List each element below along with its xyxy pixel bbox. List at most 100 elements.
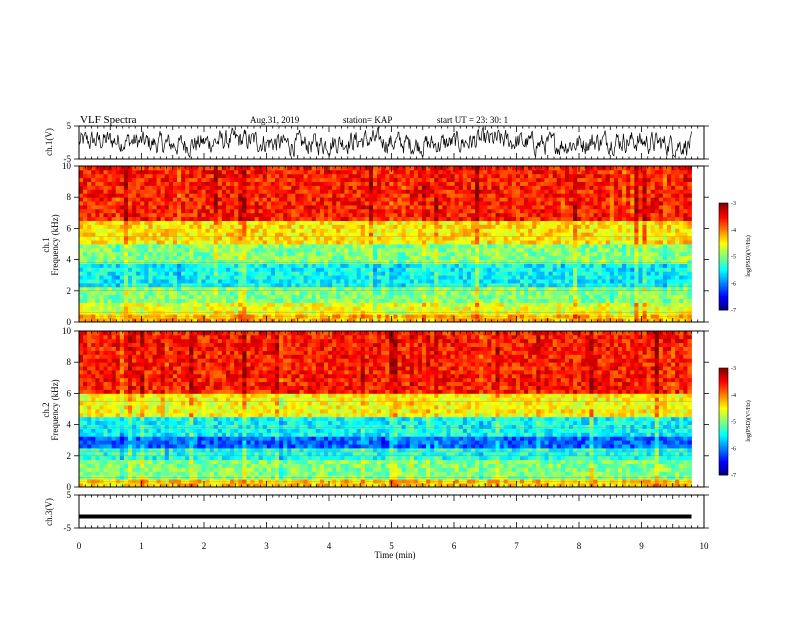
spectrogram-cell [512,193,516,197]
spectrogram-cell [226,271,230,275]
spectrogram-cell [320,299,324,303]
spectrogram-cell [308,170,312,174]
spectrogram-cell [214,291,218,295]
spectrogram-cell [79,170,83,174]
spectrogram-cell [422,170,426,174]
spectrogram-cell [279,186,283,190]
spectrogram-cell [251,189,255,193]
spectrogram-cell [373,279,377,283]
spectrogram-cell [136,283,140,287]
spectrogram-cell [389,303,393,307]
spectrogram-cell [442,166,446,170]
spectrogram-cell [459,186,463,190]
spectrogram-cell [524,256,528,260]
spectrogram-cell [99,213,103,217]
spectrogram-cell [332,256,336,260]
spectrogram-cell [275,244,279,248]
spectrogram-cell [447,217,451,221]
spectrogram-cell [430,182,434,186]
spectrogram-cell [414,225,418,229]
spectrogram-cell [320,178,324,182]
spectrogram-cell [475,240,479,244]
spectrogram-cell [148,209,152,213]
spectrogram-cell [189,275,193,279]
spectrogram-cell [340,221,344,225]
spectrogram-cell [357,217,361,221]
spectrogram-cell [283,178,287,182]
spectrogram-cell [426,228,430,232]
spectrogram-cell [357,213,361,217]
spectrogram-cell [222,236,226,240]
spectrogram-cell [557,182,561,186]
spectrogram-cell [128,213,132,217]
spectrogram-cell [161,225,165,229]
spectrogram-cell [112,228,116,232]
spectrogram-cell [447,193,451,197]
spectrogram-cell [471,170,475,174]
spectrogram-cell [177,174,181,178]
spectrogram-cell [532,174,536,178]
spectrogram-cell [108,283,112,287]
spectrogram-cell [181,182,185,186]
spectrogram-cell [99,275,103,279]
spectrogram-cell [116,279,120,283]
spectrogram-cell [496,174,500,178]
spectrogram-cell [291,178,295,182]
spectrogram-cell [496,182,500,186]
spectrogram-cell [328,189,332,193]
spectrogram-cell [520,225,524,229]
spectrogram-cell [197,244,201,248]
spectrogram-cell [104,221,108,225]
spectrogram-cell [344,217,348,221]
spectrogram-cell [218,240,222,244]
spectrogram-cell [545,240,549,244]
spectrogram-cell [197,205,201,209]
spectrogram-cell [124,182,128,186]
spectrogram-cell [422,178,426,182]
spectrogram-cell [398,201,402,205]
spectrogram-cell [369,186,373,190]
spectrogram-cell [455,267,459,271]
spectrogram-cell [532,170,536,174]
spectrogram-cell [524,275,528,279]
spectrogram-cell [95,252,99,256]
spectrogram-cell [157,236,161,240]
spectrogram-cell [528,256,532,260]
spectrogram-cell [308,213,312,217]
spectrogram-cell [349,267,353,271]
spectrogram-cell [504,221,508,225]
spectrogram-cell [181,275,185,279]
spectrogram-cell [316,240,320,244]
spectrogram-cell [79,244,83,248]
spectrogram-cell [124,248,128,252]
spectrogram-cell [324,166,328,170]
spectrogram-cell [553,197,557,201]
spectrogram-cell [414,240,418,244]
spectrogram-cell [124,275,128,279]
spectrogram-cell [324,182,328,186]
spectrogram-cell [291,213,295,217]
spectrogram-cell [561,264,565,268]
spectrogram-cell [128,225,132,229]
spectrogram-cell [496,197,500,201]
spectrogram-cell [455,303,459,307]
spectrogram-cell [475,221,479,225]
spectrogram-cell [120,279,124,283]
spectrogram-cell [467,260,471,264]
spectrogram-cell [308,279,312,283]
spectrogram-cell [406,170,410,174]
spectrogram-cell [267,221,271,225]
spectrogram-cell [165,244,169,248]
spectrogram-cell [140,264,144,268]
spectrogram-cell [438,267,442,271]
spectrogram-cell [91,291,95,295]
spectrogram-cell [210,236,214,240]
spectrogram-cell [291,225,295,229]
spectrogram-cell [451,299,455,303]
spectrogram-cell [496,228,500,232]
spectrogram-cell [128,217,132,221]
spectrogram-cell [165,189,169,193]
spectrogram-cell [434,271,438,275]
spectrogram-cell [349,275,353,279]
spectrogram-cell [267,174,271,178]
